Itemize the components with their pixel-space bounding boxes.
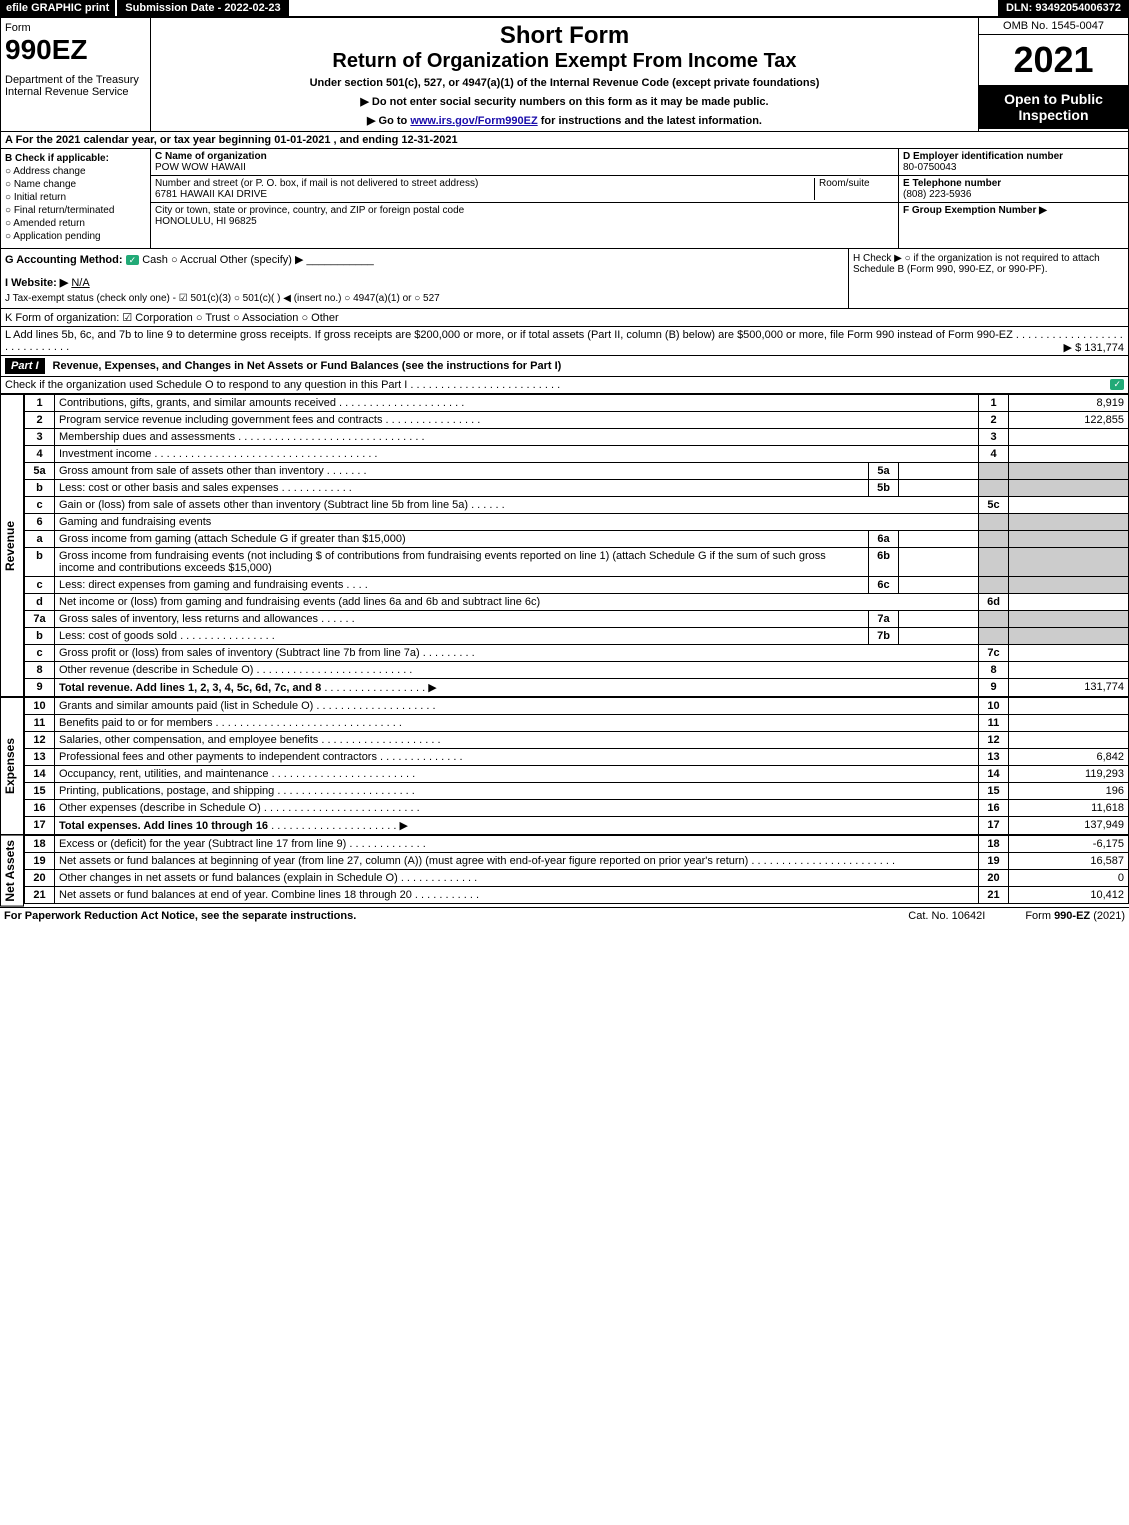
telephone: (808) 223-5936 — [903, 189, 971, 200]
i-label: I Website: ▶ — [5, 277, 68, 289]
header-left: Form 990EZ Department of the Treasury In… — [1, 18, 151, 131]
ein-label: D Employer identification number — [903, 151, 1063, 162]
val-18: -6,175 — [1009, 836, 1129, 853]
l-line: L Add lines 5b, 6c, and 7b to line 9 to … — [0, 327, 1129, 356]
expenses-table: 10Grants and similar amounts paid (list … — [24, 697, 1129, 835]
efile-label[interactable]: efile GRAPHIC print — [0, 0, 115, 16]
netassets-side-label: Net Assets — [0, 835, 24, 907]
open-public: Open to Public Inspection — [979, 85, 1128, 129]
form-number: 990EZ — [5, 34, 146, 66]
group-label: F Group Exemption Number ▶ — [903, 205, 1047, 216]
submission-date: Submission Date - 2022-02-23 — [117, 0, 288, 16]
section-def: D Employer identification number 80-0750… — [898, 149, 1128, 248]
short-form-title: Short Form — [155, 22, 974, 50]
website: N/A — [71, 277, 89, 289]
chk-amended[interactable]: ○ Amended return — [5, 218, 146, 229]
expenses-side-label: Expenses — [0, 697, 24, 835]
tax-year: 2021 — [979, 35, 1128, 85]
section-c: C Name of organization POW WOW HAWAII Nu… — [151, 149, 898, 248]
chk-cash[interactable]: ✓ — [126, 255, 140, 265]
irs-label: Internal Revenue Service — [5, 86, 146, 98]
part1-header: Part I Revenue, Expenses, and Changes in… — [0, 356, 1129, 377]
note-ssn: ▶ Do not enter social security numbers o… — [155, 95, 974, 108]
form-word: Form — [5, 22, 146, 34]
section-g: G Accounting Method: ✓ Cash ○ Accrual Ot… — [1, 249, 848, 308]
revenue-side-label: Revenue — [0, 394, 24, 697]
val-15: 196 — [1009, 783, 1129, 800]
c-name-label: C Name of organization — [155, 151, 267, 162]
ein: 80-0750043 — [903, 162, 956, 173]
city-label: City or town, state or province, country… — [155, 205, 464, 216]
revenue-section: Revenue 1Contributions, gifts, grants, a… — [0, 394, 1129, 697]
j-line: J Tax-exempt status (check only one) - ☑… — [5, 293, 844, 304]
val-21: 10,412 — [1009, 887, 1129, 904]
form-header: Form 990EZ Department of the Treasury In… — [0, 17, 1129, 132]
dept-label: Department of the Treasury — [5, 74, 146, 86]
l-value: ▶ $ 131,774 — [1064, 341, 1124, 354]
b-label: B Check if applicable: — [5, 153, 146, 164]
val-1: 8,919 — [1009, 395, 1129, 412]
footer: For Paperwork Reduction Act Notice, see … — [0, 907, 1129, 924]
footer-right: Form 990-EZ (2021) — [1025, 910, 1125, 922]
section-bcdef: B Check if applicable: ○ Address change … — [0, 149, 1129, 249]
street: 6781 HAWAII KAI DRIVE — [155, 189, 267, 200]
k-line: K Form of organization: ☑ Corporation ○ … — [0, 309, 1129, 327]
footer-mid: Cat. No. 10642I — [908, 910, 985, 922]
chk-address[interactable]: ○ Address change — [5, 166, 146, 177]
top-bar: efile GRAPHIC print Submission Date - 20… — [0, 0, 1129, 17]
omb-number: OMB No. 1545-0047 — [979, 18, 1128, 35]
section-h: H Check ▶ ○ if the organization is not r… — [848, 249, 1128, 308]
expenses-section: Expenses 10Grants and similar amounts pa… — [0, 697, 1129, 835]
part1-title: Revenue, Expenses, and Changes in Net As… — [53, 360, 562, 372]
revenue-table: 1Contributions, gifts, grants, and simil… — [24, 394, 1129, 697]
note-link: ▶ Go to www.irs.gov/Form990EZ for instru… — [155, 114, 974, 127]
street-label: Number and street (or P. O. box, if mail… — [155, 178, 478, 189]
header-right: OMB No. 1545-0047 2021 Open to Public In… — [978, 18, 1128, 131]
val-13: 6,842 — [1009, 749, 1129, 766]
section-b: B Check if applicable: ○ Address change … — [1, 149, 151, 248]
val-2: 122,855 — [1009, 412, 1129, 429]
val-14: 119,293 — [1009, 766, 1129, 783]
footer-left: For Paperwork Reduction Act Notice, see … — [4, 910, 356, 922]
total-expenses: 137,949 — [1009, 817, 1129, 835]
total-revenue: 131,774 — [1009, 679, 1129, 697]
val-16: 11,618 — [1009, 800, 1129, 817]
org-name: POW WOW HAWAII — [155, 162, 246, 173]
dln: DLN: 93492054006372 — [998, 0, 1129, 16]
section-gh: G Accounting Method: ✓ Cash ○ Accrual Ot… — [0, 249, 1129, 309]
header-center: Short Form Return of Organization Exempt… — [151, 18, 978, 131]
chk-pending[interactable]: ○ Application pending — [5, 231, 146, 242]
netassets-table: 18Excess or (deficit) for the year (Subt… — [24, 835, 1129, 904]
chk-final[interactable]: ○ Final return/terminated — [5, 205, 146, 216]
part1-check: Check if the organization used Schedule … — [0, 377, 1129, 394]
val-19: 16,587 — [1009, 853, 1129, 870]
section-a: A For the 2021 calendar year, or tax yea… — [0, 132, 1129, 149]
chk-name[interactable]: ○ Name change — [5, 179, 146, 190]
g-label: G Accounting Method: — [5, 254, 123, 266]
subtitle: Under section 501(c), 527, or 4947(a)(1)… — [155, 77, 974, 89]
tel-label: E Telephone number — [903, 178, 1001, 189]
chk-initial[interactable]: ○ Initial return — [5, 192, 146, 203]
room-label: Room/suite — [819, 178, 870, 189]
val-20: 0 — [1009, 870, 1129, 887]
irs-link[interactable]: www.irs.gov/Form990EZ — [410, 115, 537, 127]
part1-tag: Part I — [5, 358, 45, 374]
netassets-section: Net Assets 18Excess or (deficit) for the… — [0, 835, 1129, 907]
main-title: Return of Organization Exempt From Incom… — [155, 50, 974, 73]
schedule-o-check[interactable]: ✓ — [1110, 379, 1124, 390]
city: HONOLULU, HI 96825 — [155, 216, 257, 227]
